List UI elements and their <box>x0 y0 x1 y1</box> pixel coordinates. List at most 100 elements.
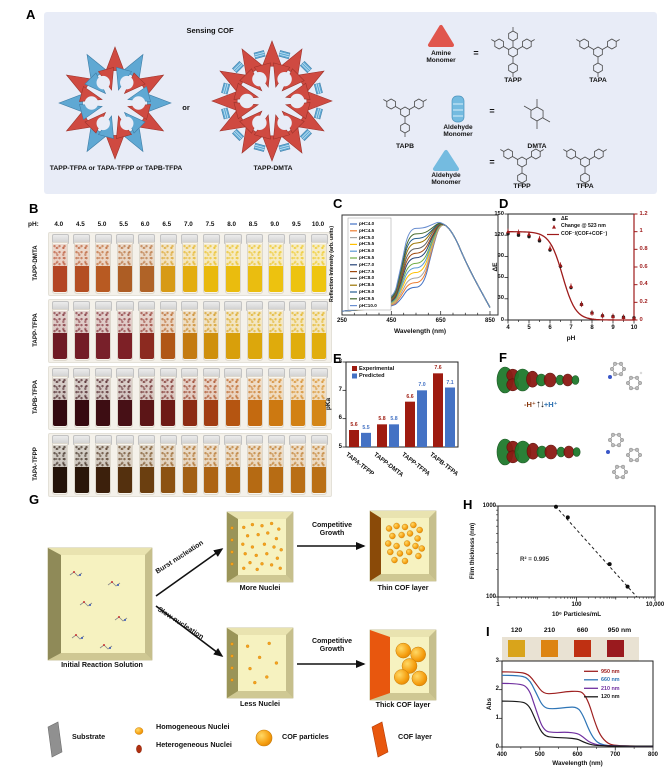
svg-line <box>500 149 505 152</box>
svg-circle <box>260 562 264 566</box>
d-change-point <box>579 301 584 306</box>
panel-letter-e: E <box>333 351 342 366</box>
d-x-tick: 6 <box>548 325 552 331</box>
svg-circle <box>635 458 640 463</box>
svg-circle <box>267 641 271 646</box>
vial-suspension <box>182 445 197 468</box>
vial <box>288 234 307 294</box>
svg-circle <box>260 524 264 528</box>
vial-suspension <box>53 244 68 267</box>
cof-particles-icon <box>255 729 273 747</box>
vial-suspension <box>290 378 305 401</box>
svg-line <box>615 39 620 42</box>
e-bar-value: 7.0 <box>418 382 426 389</box>
vial-body <box>181 309 198 361</box>
svg-circle <box>391 556 398 564</box>
d-x-tick: 9 <box>611 325 615 331</box>
svg-circle <box>629 386 634 391</box>
vial-liquid <box>247 332 262 359</box>
svg-circle <box>617 443 622 448</box>
vial-liquid <box>74 332 89 359</box>
vial-liquid <box>225 466 241 493</box>
vial-body <box>289 309 306 361</box>
vial-body <box>160 242 177 294</box>
vial-suspension <box>96 378 111 401</box>
vial-liquid <box>139 265 154 292</box>
svg-rect <box>232 61 245 74</box>
d-left-tick: 120 <box>494 231 504 238</box>
vial-suspension <box>312 311 327 334</box>
svg-line <box>542 117 551 123</box>
vial-body <box>311 242 328 294</box>
svg-circle <box>274 536 279 541</box>
svg-line <box>317 108 321 119</box>
svg-circle <box>639 371 643 375</box>
i-x-tick: 600 <box>572 751 583 758</box>
vial-suspension <box>53 445 68 468</box>
svg-circle <box>96 116 110 131</box>
svg-line <box>279 146 290 150</box>
svg-polygon <box>227 691 293 698</box>
d-left-tick: 150 <box>494 210 504 217</box>
e-bar-experimental <box>377 424 387 447</box>
vial-liquid <box>182 466 197 493</box>
svg-line <box>395 106 401 110</box>
svg-circle <box>418 545 425 552</box>
vial <box>202 301 221 361</box>
vial-body <box>181 443 198 495</box>
vial-body <box>289 242 306 294</box>
vial <box>72 368 91 428</box>
vial-body <box>311 309 328 361</box>
svg-circle <box>83 601 85 603</box>
vial <box>137 301 156 361</box>
svg-circle <box>269 563 274 567</box>
d-x-tick: 4 <box>506 325 510 331</box>
vial-body <box>224 443 242 495</box>
svg-ellipse <box>571 375 580 385</box>
vial <box>51 368 70 428</box>
vial-body <box>203 242 220 294</box>
panel-letter-c: C <box>333 196 343 211</box>
c-legend-label: pH=6.0 <box>359 248 375 254</box>
svg-circle <box>277 71 292 87</box>
vial-body <box>116 376 134 428</box>
svg-circle <box>275 556 280 560</box>
ph-value: 8.0 <box>227 221 236 228</box>
svg-line <box>602 149 607 152</box>
svg-circle <box>385 525 393 532</box>
e-bar-value: 5.8 <box>390 416 398 423</box>
minus-h-label: -H⁺ <box>524 400 536 409</box>
vial <box>51 301 70 361</box>
svg-polygon <box>105 135 125 160</box>
vial-liquid <box>269 466 284 493</box>
vial-liquid <box>53 265 68 292</box>
svg-circle <box>248 666 252 671</box>
svg-circle <box>253 680 257 685</box>
svg-line <box>530 39 535 42</box>
h-y-axis-label: Film thickness (nm) <box>470 522 476 580</box>
d-x-tick: 8 <box>590 325 594 331</box>
ph-value: 5.0 <box>97 221 107 228</box>
equals-sign-2: = <box>489 106 495 116</box>
svg-circle <box>277 527 281 531</box>
e-bar-value: 6.6 <box>406 393 414 400</box>
c-x-tick: 250 <box>336 318 347 324</box>
svg-polygon <box>48 548 61 660</box>
ph-value: 7.5 <box>205 221 215 228</box>
vial <box>137 368 156 428</box>
c-legend-box <box>347 217 392 311</box>
d-change-point <box>558 262 563 267</box>
svg-line <box>422 99 427 102</box>
vial-body <box>52 376 69 428</box>
vial <box>202 368 221 428</box>
svg-circle <box>619 372 624 377</box>
vial-body <box>181 376 198 428</box>
svg-circle <box>611 432 616 437</box>
svg-circle <box>124 619 126 621</box>
vial-row-label: TAPP-DMTA <box>32 245 39 281</box>
vial <box>245 435 264 495</box>
heterogeneous-nuclei-icon <box>136 744 142 754</box>
competitive-growth-bottom-label: Competitive Growth <box>311 638 353 654</box>
vial-liquid <box>96 466 111 493</box>
vial-liquid <box>290 466 305 493</box>
